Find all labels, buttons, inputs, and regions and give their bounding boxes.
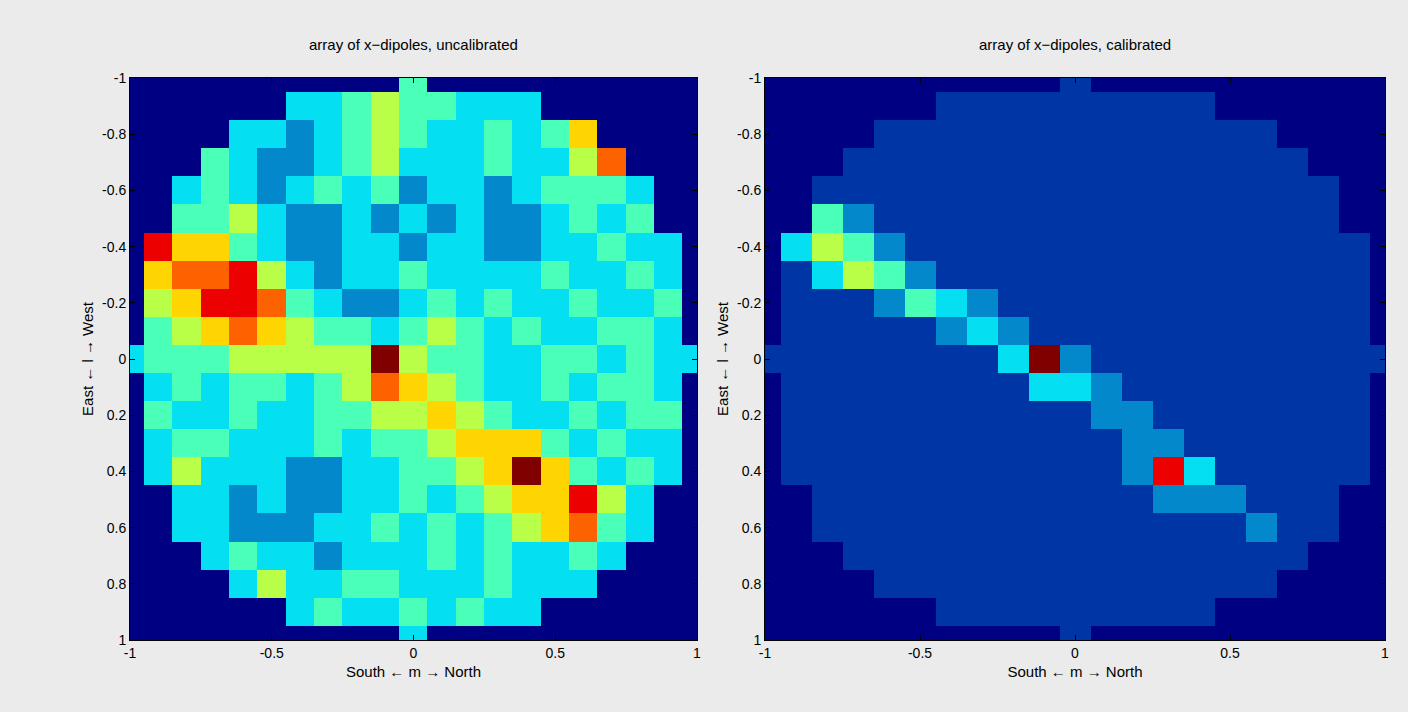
svg-text:-1: -1 <box>759 645 772 661</box>
svg-text:-0.8: -0.8 <box>102 126 126 142</box>
svg-text:-1: -1 <box>749 70 762 86</box>
svg-text:0.6: 0.6 <box>107 520 127 536</box>
svg-text:East ← l → West: East ← l → West <box>79 301 96 416</box>
svg-text:0.2: 0.2 <box>107 407 127 423</box>
svg-text:0.4: 0.4 <box>742 463 762 479</box>
svg-text:-0.2: -0.2 <box>737 295 761 311</box>
svg-text:0: 0 <box>118 351 126 367</box>
svg-text:0: 0 <box>753 351 761 367</box>
svg-text:0.2: 0.2 <box>742 407 762 423</box>
svg-text:array of x−dipoles, uncalibrat: array of x−dipoles, uncalibrated <box>309 36 518 53</box>
svg-text:0: 0 <box>410 645 418 661</box>
svg-text:-0.2: -0.2 <box>102 295 126 311</box>
svg-text:-0.5: -0.5 <box>260 645 284 661</box>
svg-text:0.6: 0.6 <box>742 520 762 536</box>
svg-text:-0.5: -0.5 <box>908 645 932 661</box>
svg-text:-0.8: -0.8 <box>737 126 761 142</box>
svg-text:South ← m → North: South ← m → North <box>1007 663 1142 680</box>
svg-text:East ← l → West: East ← l → West <box>714 301 731 416</box>
svg-text:1: 1 <box>753 632 761 648</box>
svg-text:South ← m → North: South ← m → North <box>346 663 481 680</box>
svg-text:-0.6: -0.6 <box>102 182 126 198</box>
svg-text:-0.6: -0.6 <box>737 182 761 198</box>
svg-text:-0.4: -0.4 <box>737 239 761 255</box>
svg-text:array of x−dipoles, calibrated: array of x−dipoles, calibrated <box>979 36 1171 53</box>
svg-text:-0.4: -0.4 <box>102 239 126 255</box>
svg-text:0.8: 0.8 <box>107 576 127 592</box>
svg-text:-1: -1 <box>114 70 127 86</box>
svg-text:0: 0 <box>1071 645 1079 661</box>
svg-text:0.5: 0.5 <box>546 645 566 661</box>
svg-text:1: 1 <box>1381 645 1389 661</box>
svg-text:1: 1 <box>693 645 701 661</box>
svg-text:1: 1 <box>118 632 126 648</box>
svg-text:0.4: 0.4 <box>107 463 127 479</box>
svg-text:-1: -1 <box>124 645 137 661</box>
svg-text:0.5: 0.5 <box>1220 645 1240 661</box>
svg-text:0.8: 0.8 <box>742 576 762 592</box>
